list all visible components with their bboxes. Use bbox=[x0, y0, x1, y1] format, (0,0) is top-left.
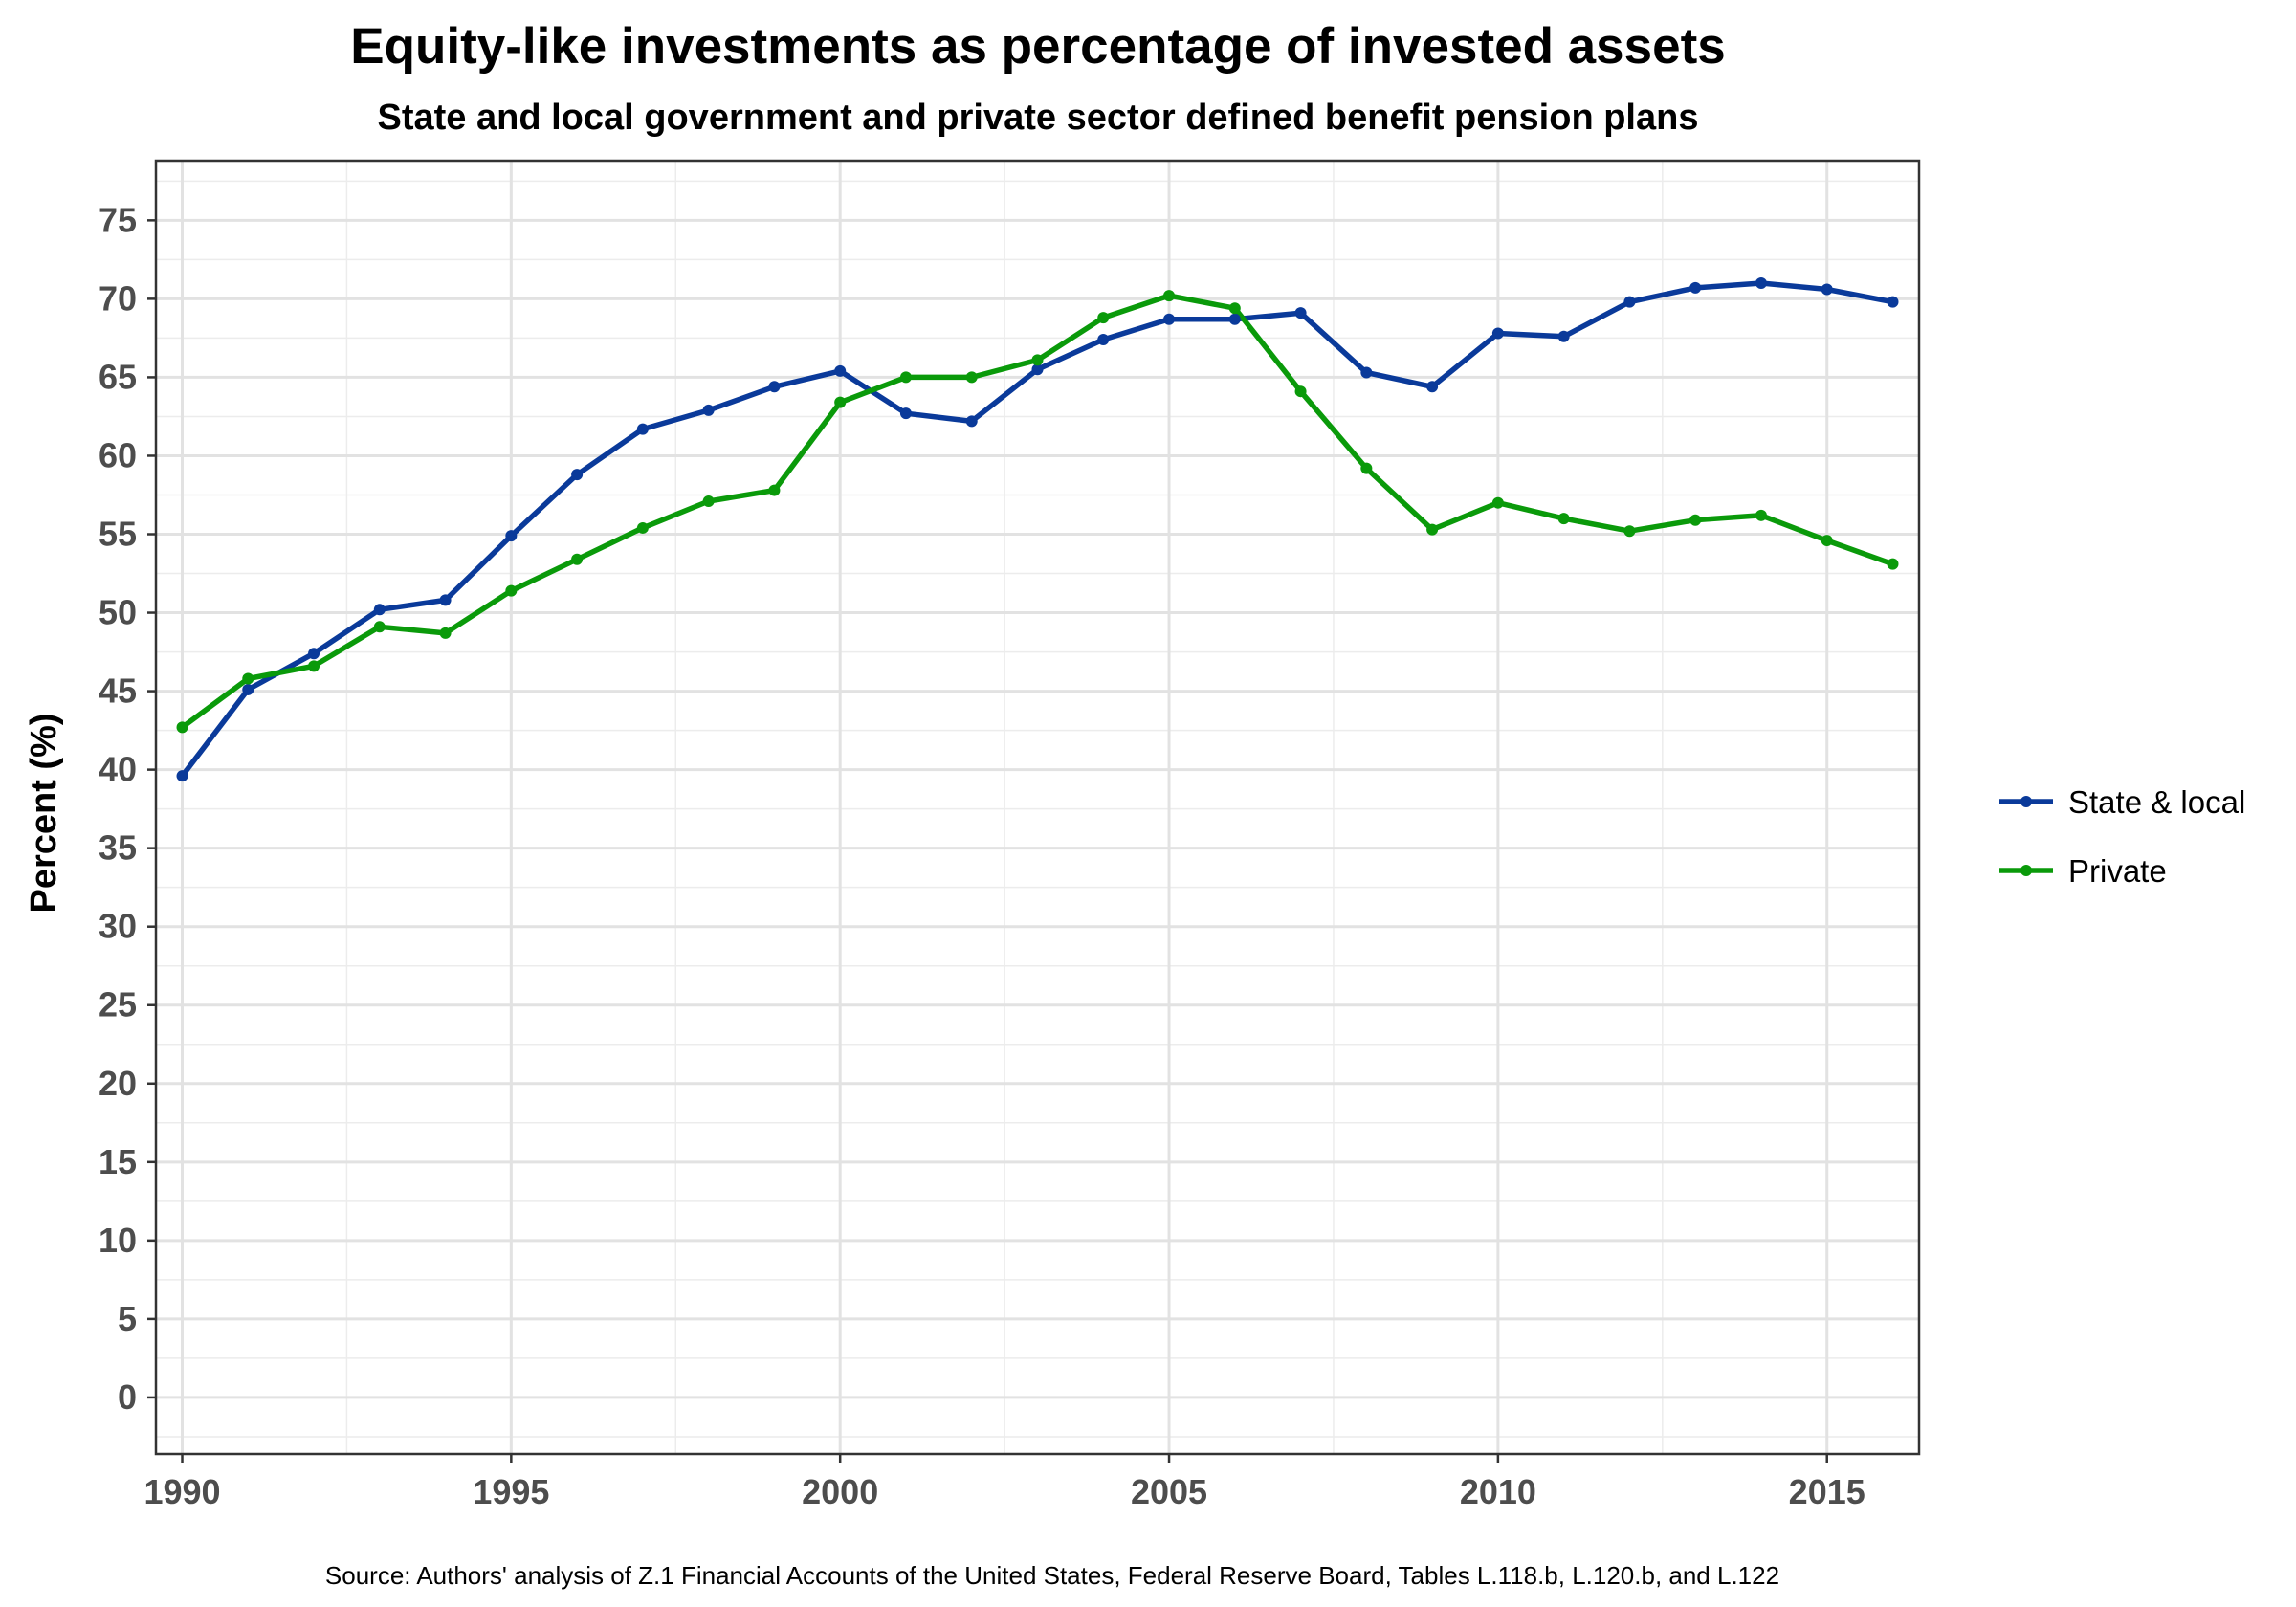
data-point-private bbox=[1097, 312, 1110, 324]
plot-panel bbox=[154, 159, 1921, 1456]
data-point-state-local bbox=[242, 683, 254, 695]
y-tick-label: 20 bbox=[99, 1064, 137, 1103]
legend: State & local Private bbox=[1999, 784, 2245, 889]
y-tick-label: 65 bbox=[99, 357, 137, 396]
data-point-private bbox=[1557, 513, 1570, 525]
x-tick-label: 2000 bbox=[802, 1472, 878, 1511]
y-tick-label: 15 bbox=[99, 1142, 137, 1181]
data-point-state-local bbox=[965, 415, 978, 428]
y-tick-label: 55 bbox=[99, 515, 137, 554]
source-caption: Source: Authors' analysis of Z.1 Financi… bbox=[325, 1561, 1779, 1590]
y-tick-label: 35 bbox=[99, 828, 137, 868]
data-point-private bbox=[308, 660, 320, 672]
chart-title: Equity-like investments as percentage of… bbox=[350, 18, 1725, 75]
data-point-private bbox=[1491, 496, 1504, 509]
y-axis: 0 5 10 15 20 25 30 35 40 45 50 55 60 65 70 75 bbox=[99, 200, 156, 1417]
y-axis-title: Percent (%) bbox=[24, 713, 64, 913]
data-point-state-local bbox=[1294, 307, 1307, 319]
y-tick-label: 75 bbox=[99, 200, 137, 239]
x-tick-label: 1995 bbox=[473, 1472, 549, 1511]
data-point-state-local bbox=[1097, 334, 1110, 346]
y-tick-label: 70 bbox=[99, 278, 137, 318]
data-point-private bbox=[1294, 385, 1307, 398]
data-point-state-local bbox=[1821, 283, 1833, 296]
data-point-private bbox=[702, 495, 715, 508]
data-point-state-local bbox=[768, 381, 781, 393]
data-point-state-local bbox=[1755, 276, 1767, 289]
x-tick-label: 1990 bbox=[144, 1472, 220, 1511]
data-point-state-local bbox=[1491, 327, 1504, 340]
plot-border bbox=[154, 159, 1921, 1456]
data-point-private bbox=[1623, 525, 1636, 538]
data-point-state-local bbox=[571, 469, 584, 481]
data-point-state-local bbox=[636, 423, 649, 435]
data-point-private bbox=[1031, 354, 1044, 366]
data-point-state-local bbox=[176, 770, 188, 782]
data-point-state-local bbox=[702, 404, 715, 416]
data-point-private bbox=[571, 553, 584, 565]
data-point-private bbox=[768, 484, 781, 496]
legend-key-point-state-local bbox=[2020, 796, 2032, 807]
x-tick-label: 2010 bbox=[1460, 1472, 1536, 1511]
legend-label-state-local: State & local bbox=[2068, 784, 2245, 820]
y-tick-label: 30 bbox=[99, 907, 137, 946]
data-point-state-local bbox=[899, 407, 912, 420]
data-point-private bbox=[636, 521, 649, 534]
data-point-state-local bbox=[308, 648, 320, 660]
chart-subtitle: State and local government and private s… bbox=[378, 98, 1699, 138]
data-point-private bbox=[1821, 535, 1833, 547]
data-point-state-local bbox=[1426, 381, 1439, 393]
y-tick-label: 0 bbox=[118, 1377, 137, 1417]
data-point-state-local bbox=[1887, 296, 1899, 308]
data-point-private bbox=[1228, 302, 1241, 315]
series-points bbox=[176, 276, 1899, 782]
x-axis: 1990 1995 2000 2005 2010 2015 bbox=[144, 1454, 1866, 1511]
data-point-state-local bbox=[1557, 330, 1570, 342]
data-point-private bbox=[1426, 523, 1439, 536]
x-tick-label: 2015 bbox=[1789, 1472, 1866, 1511]
data-point-private bbox=[439, 627, 452, 639]
data-point-private bbox=[1887, 558, 1899, 570]
y-tick-label: 60 bbox=[99, 435, 137, 474]
data-point-state-local bbox=[373, 604, 386, 616]
data-point-private bbox=[242, 672, 254, 685]
data-point-state-local bbox=[1163, 313, 1176, 325]
legend-label-private: Private bbox=[2068, 853, 2167, 889]
data-point-private bbox=[1755, 509, 1767, 521]
legend-key-point-private bbox=[2020, 865, 2032, 876]
data-point-private bbox=[505, 584, 518, 597]
y-tick-label: 10 bbox=[99, 1221, 137, 1260]
data-point-private bbox=[965, 371, 978, 384]
data-point-state-local bbox=[1623, 296, 1636, 308]
data-point-state-local bbox=[505, 530, 518, 542]
data-point-state-local bbox=[1031, 363, 1044, 376]
data-point-private bbox=[176, 721, 188, 734]
data-point-private bbox=[899, 371, 912, 384]
data-point-private bbox=[834, 396, 847, 408]
data-point-state-local bbox=[1689, 281, 1702, 294]
data-point-private bbox=[1689, 514, 1702, 526]
data-point-state-local bbox=[439, 594, 452, 606]
data-point-state-local bbox=[1360, 366, 1373, 379]
y-tick-label: 25 bbox=[99, 985, 137, 1024]
major-gridlines bbox=[156, 161, 1919, 1454]
data-point-state-local bbox=[834, 364, 847, 377]
data-point-private bbox=[1163, 290, 1176, 302]
y-tick-label: 40 bbox=[99, 750, 137, 789]
y-tick-label: 5 bbox=[118, 1299, 137, 1338]
data-point-private bbox=[1360, 462, 1373, 474]
x-tick-label: 2005 bbox=[1131, 1472, 1207, 1511]
data-point-state-local bbox=[1228, 313, 1241, 325]
y-tick-label: 50 bbox=[99, 593, 137, 632]
y-tick-label: 45 bbox=[99, 671, 137, 711]
data-point-private bbox=[373, 621, 386, 633]
